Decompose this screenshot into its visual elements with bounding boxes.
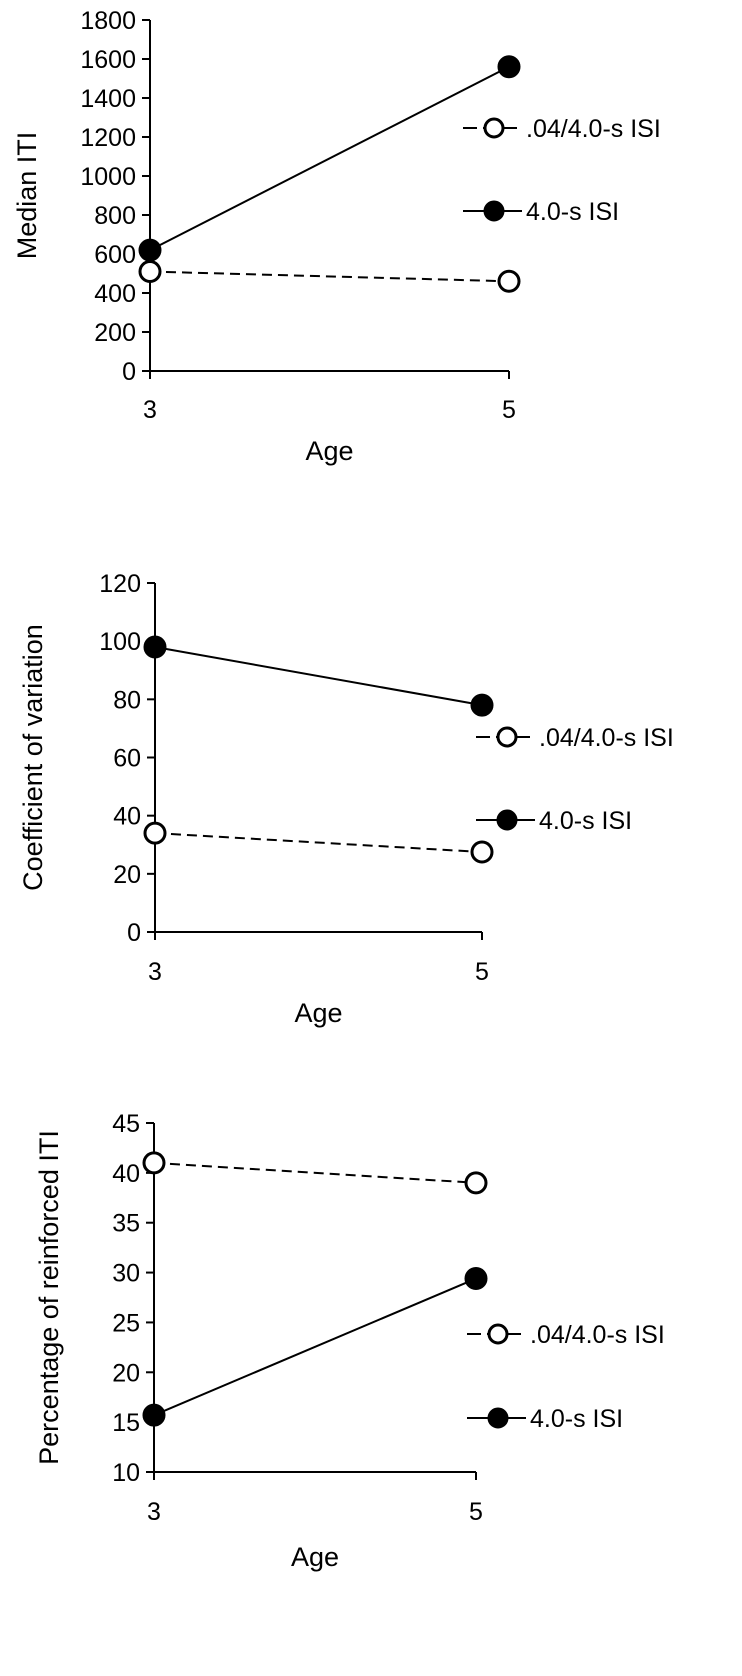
coefficient-of-variation-chart: 0 20 40 60 80 100 120 3 5 Age Coefficient of varia… — [18, 570, 674, 1028]
y-tick-label: 1800 — [80, 7, 136, 35]
y-tick-label: 60 — [113, 745, 141, 773]
y-tick-label: 800 — [94, 202, 136, 230]
open-circle-marker — [142, 1151, 166, 1175]
y-tick-label: 35 — [112, 1210, 140, 1238]
median-iti-chart: 0 200 400 600 800 1000 1200 1400 1600 1800 3 5 Age Me… — [12, 7, 661, 466]
legend-filled-circle-marker — [496, 809, 518, 831]
series-line-dashed — [149, 270, 510, 283]
y-axis-title: Coefficient of variation — [18, 624, 48, 891]
x-tick-label: 3 — [147, 1498, 161, 1526]
series-line-solid — [149, 65, 510, 251]
series-line-solid — [154, 645, 483, 707]
y-tick-label: 80 — [113, 686, 141, 714]
legend-open-circle-marker — [483, 117, 505, 139]
y-tick-label: 1600 — [80, 46, 136, 74]
x-tick-label: 5 — [475, 958, 489, 986]
x-tick-label: 3 — [143, 396, 157, 424]
filled-circle-marker — [470, 693, 494, 717]
legend-label: 4.0-s ISI — [526, 198, 619, 226]
y-tick-label: 100 — [99, 628, 141, 656]
y-tick-label: 30 — [112, 1260, 140, 1288]
legend-filled-circle-marker — [483, 200, 505, 222]
x-tick-label: 5 — [502, 396, 516, 424]
filled-circle-marker — [497, 55, 521, 79]
open-circle-marker — [497, 269, 521, 293]
legend-open-circle-marker — [496, 726, 518, 748]
y-tick-label: 120 — [99, 570, 141, 598]
legend-open-circle-marker — [487, 1323, 509, 1345]
y-tick-label: 400 — [94, 280, 136, 308]
legend-label: 4.0-s ISI — [539, 807, 632, 835]
y-tick-label: 600 — [94, 241, 136, 269]
y-tick-label: 1200 — [80, 124, 136, 152]
open-circle-marker — [470, 840, 494, 864]
y-tick-label: 15 — [112, 1409, 140, 1437]
series-line-solid — [153, 1277, 477, 1417]
x-tick-label: 5 — [469, 1498, 483, 1526]
x-axis-title: Age — [305, 436, 353, 466]
filled-circle-marker — [143, 635, 167, 659]
filled-circle-marker — [138, 238, 162, 262]
x-axis-title: Age — [291, 1542, 339, 1572]
legend-label: 4.0-s ISI — [530, 1405, 623, 1433]
open-circle-marker — [464, 1171, 488, 1195]
y-axis-title: Percentage of reinforced ITI — [34, 1130, 64, 1465]
y-tick-label: 200 — [94, 319, 136, 347]
series-line-dashed — [153, 1161, 477, 1184]
legend-label: .04/4.0-s ISI — [526, 115, 661, 143]
y-axis-title: Median ITI — [12, 132, 42, 260]
legend-filled-circle-marker — [487, 1407, 509, 1429]
x-tick-label: 3 — [148, 958, 162, 986]
x-axis-title: Age — [294, 998, 342, 1028]
filled-circle-marker — [464, 1267, 488, 1291]
y-tick-label: 40 — [113, 803, 141, 831]
series-line-dashed — [154, 832, 483, 854]
y-tick-label: 40 — [112, 1160, 140, 1188]
y-tick-label: 1400 — [80, 85, 136, 113]
y-tick-label: 20 — [112, 1359, 140, 1387]
y-tick-label: 20 — [113, 861, 141, 889]
legend-label: .04/4.0-s ISI — [539, 724, 674, 752]
open-circle-marker — [143, 821, 167, 845]
y-tick-label: 0 — [127, 919, 141, 947]
y-tick-label: 45 — [112, 1110, 140, 1138]
open-circle-marker — [138, 260, 162, 284]
y-tick-label: 10 — [112, 1459, 140, 1487]
y-tick-label: 25 — [112, 1309, 140, 1337]
y-tick-label: 0 — [122, 358, 136, 386]
filled-circle-marker — [142, 1403, 166, 1427]
y-tick-label: 1000 — [80, 163, 136, 191]
legend-label: .04/4.0-s ISI — [530, 1321, 665, 1349]
